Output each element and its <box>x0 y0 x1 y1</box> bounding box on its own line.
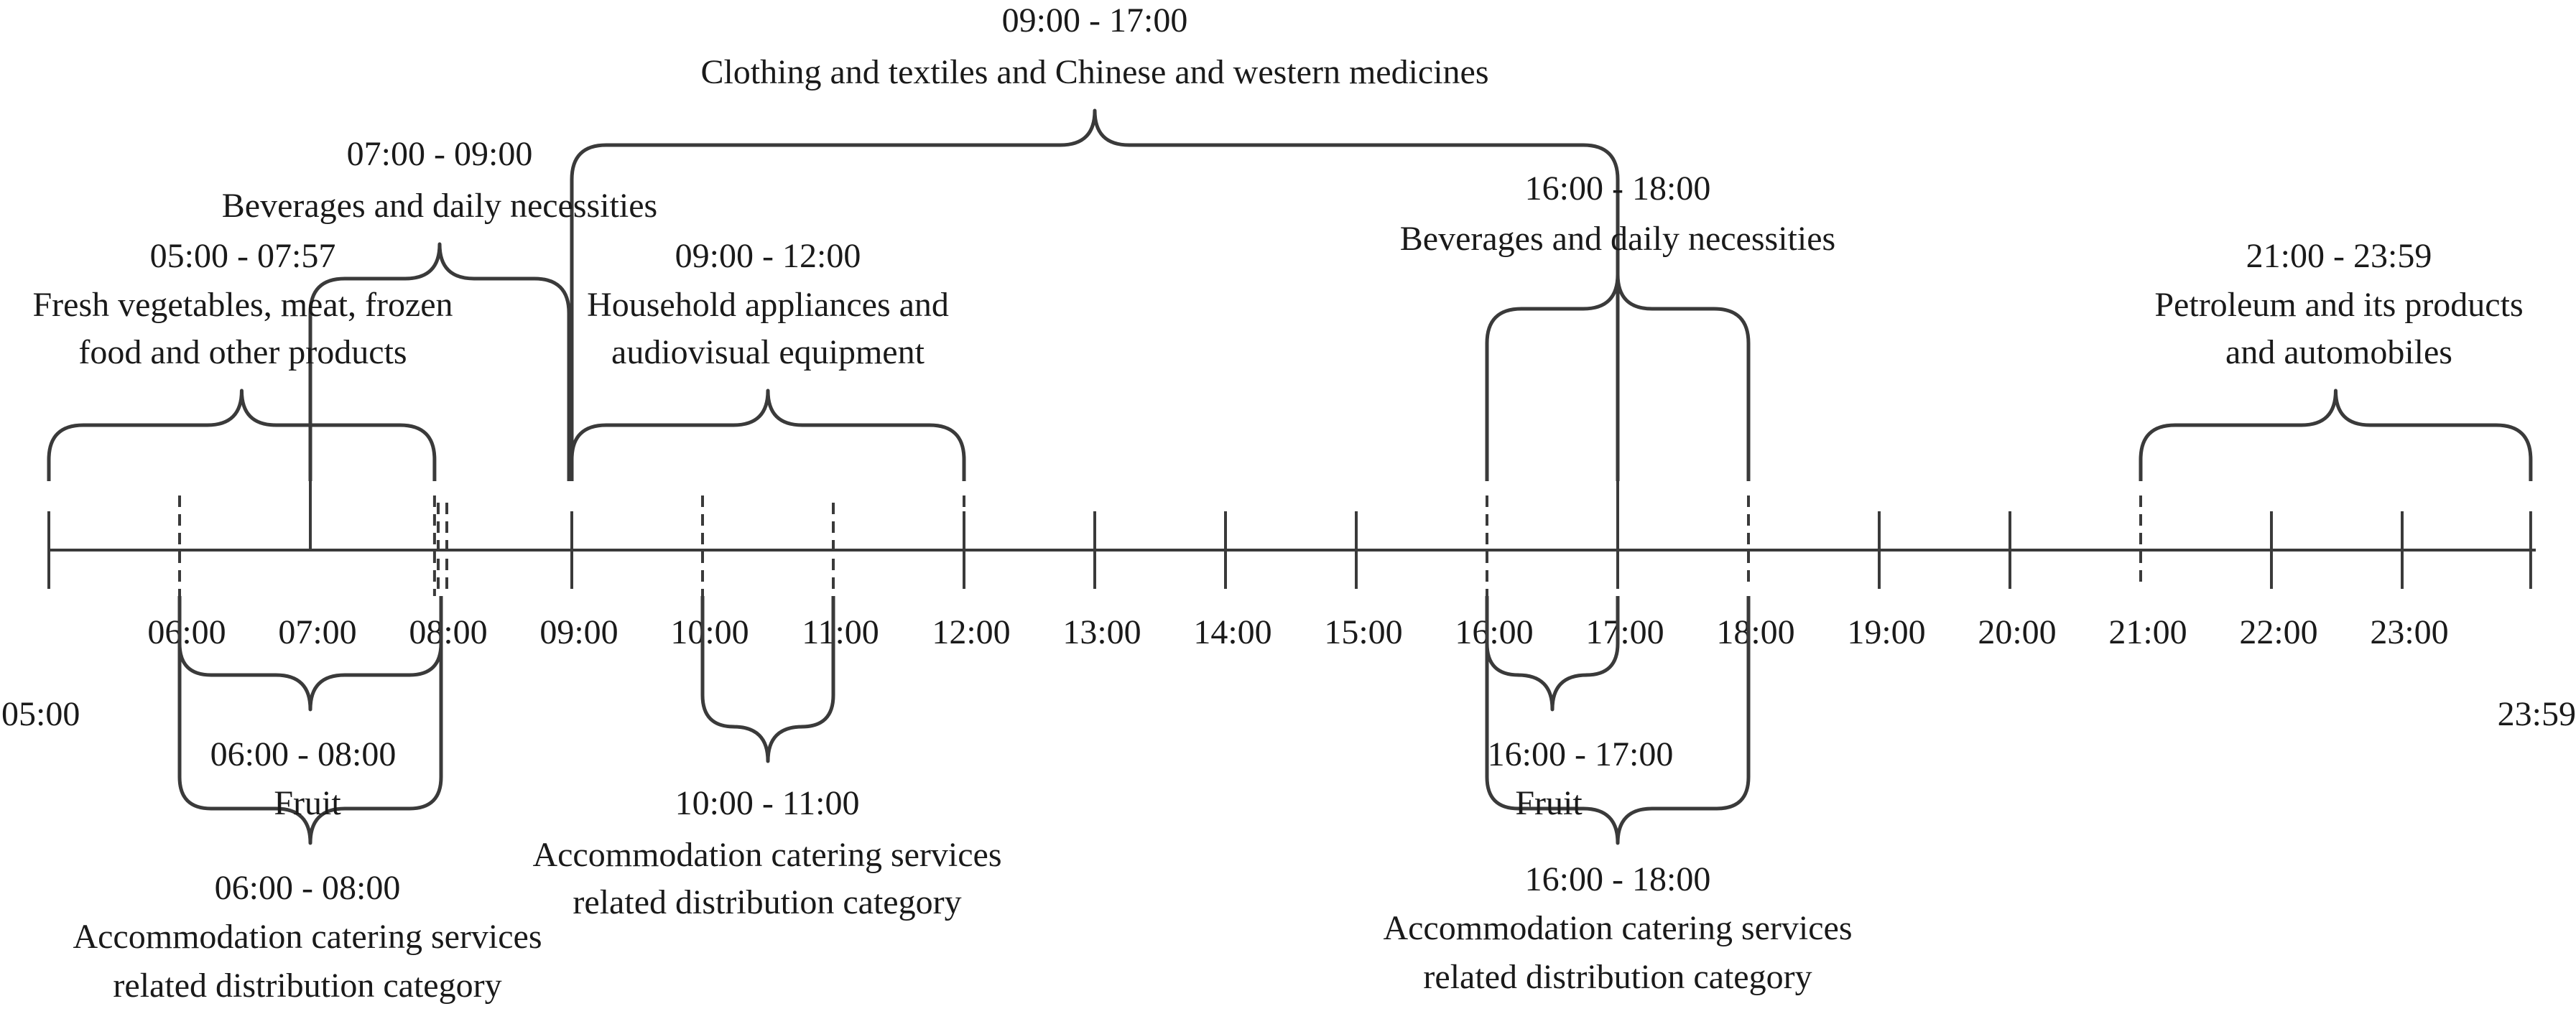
range-time-label: 05:00 - 07:57 <box>150 237 336 275</box>
brace <box>177 596 443 712</box>
category-label: Fresh vegetables, meat, frozen <box>32 286 453 324</box>
range-time-label: 09:00 - 17:00 <box>1002 1 1188 39</box>
category-label: Clothing and textiles and Chinese and we… <box>700 53 1488 91</box>
range-time-label: 21:00 - 23:59 <box>2246 237 2432 275</box>
brace <box>1485 596 1751 845</box>
range-time-label: 16:00 - 18:00 <box>1525 860 1711 898</box>
range-time-label: 09:00 - 12:00 <box>675 237 861 275</box>
tick-label: 13:00 <box>1062 613 1141 651</box>
brace <box>1485 272 1751 481</box>
category-label: Accommodation catering services <box>532 836 1001 874</box>
brace <box>570 388 966 481</box>
category-label: Petroleum and its products <box>2154 286 2523 324</box>
tick-label: 15:00 <box>1324 613 1402 651</box>
tick-label: 22:00 <box>2239 613 2317 651</box>
category-label: Beverages and daily necessities <box>222 187 657 225</box>
labels: 05:00 - 07:57 Fresh vegetables, meat, fro… <box>32 1 2523 1005</box>
category-label: Fruit <box>1515 784 1583 822</box>
tick-label: 06:00 <box>147 613 226 651</box>
category-label: related distribution category <box>113 967 501 1005</box>
category-label: Accommodation catering services <box>73 918 542 956</box>
tick-label: 23:59 <box>2498 695 2576 733</box>
tick-label: 17:00 <box>1585 613 1664 651</box>
brace <box>570 108 1620 481</box>
category-label: Household appliances and <box>587 286 949 324</box>
tick-label: 21:00 <box>2108 613 2187 651</box>
tick-label: 23:00 <box>2370 613 2448 651</box>
time-axis: 05:00 06:00 07:00 08:00 09:00 10:00 11:00 12:00… <box>1 511 2576 733</box>
tick-label: 20:00 <box>1978 613 2056 651</box>
brace <box>308 242 571 481</box>
brace <box>177 596 443 845</box>
range-time-label: 07:00 - 09:00 <box>347 135 533 173</box>
braces <box>47 108 2533 845</box>
tick-label: 09:00 <box>539 613 618 651</box>
range-time-label: 16:00 - 18:00 <box>1525 169 1711 208</box>
range-time-label: 06:00 - 08:00 <box>215 869 401 907</box>
tick-label: 12:00 <box>932 613 1010 651</box>
category-label: related distribution category <box>573 883 961 921</box>
tick-label: 18:00 <box>1716 613 1794 651</box>
tick-label: 11:00 <box>802 613 879 651</box>
tick-label: 19:00 <box>1847 613 1925 651</box>
range-markers <box>178 266 2142 596</box>
range-time-label: 16:00 - 17:00 <box>1488 735 1674 773</box>
category-label: food and other products <box>78 333 407 371</box>
category-label: Fruit <box>274 784 341 822</box>
brace <box>1485 596 1620 712</box>
category-label: Beverages and daily necessities <box>1400 220 1835 258</box>
range-time-label: 10:00 - 11:00 <box>675 784 860 822</box>
tick-label: 07:00 <box>278 613 356 651</box>
tick-label: 10:00 <box>670 613 749 651</box>
tick-label: 16:00 <box>1455 613 1533 651</box>
brace <box>2139 388 2533 481</box>
brace <box>47 388 437 481</box>
brace <box>700 596 835 763</box>
category-label: audiovisual equipment <box>611 333 925 371</box>
range-time-label: 06:00 - 08:00 <box>210 735 397 773</box>
tick-label: 05:00 <box>1 695 80 733</box>
category-label: and automobiles <box>2225 333 2452 371</box>
category-label: Accommodation catering services <box>1383 909 1852 947</box>
tick-label: 14:00 <box>1193 613 1271 651</box>
tick-label: 08:00 <box>409 613 487 651</box>
category-label: related distribution category <box>1423 958 1812 996</box>
